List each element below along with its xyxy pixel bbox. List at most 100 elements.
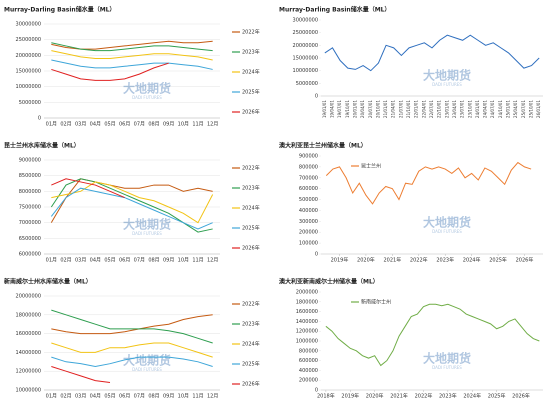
x-tick-label: 11月 <box>192 258 203 264</box>
legend-label: 2023年 <box>242 321 260 328</box>
x-tick-label: 25/04/01 <box>513 100 518 118</box>
x-tick-label: 2025年 <box>489 257 507 264</box>
x-tick-label: 2020年 <box>357 257 375 264</box>
x-tick-label: 02月 <box>60 394 71 400</box>
x-tick-label: 11月 <box>192 122 203 128</box>
x-tick-label: 09月 <box>163 394 174 400</box>
y-tick-label: 600000 <box>299 358 318 364</box>
y-tick-label: 30000000 <box>293 18 318 24</box>
y-tick-label: 0 <box>38 116 41 122</box>
x-tick-label: 26/01/01 <box>536 100 541 118</box>
x-tick-label: 2018年 <box>317 393 335 400</box>
series-line <box>50 178 213 223</box>
y-tick-label: 20000000 <box>16 53 41 59</box>
x-tick-label: 01月 <box>46 394 57 400</box>
y-tick-label: 8500000 <box>19 173 41 179</box>
y-tick-label: 1400000 <box>296 319 318 325</box>
chart-panel: 澳大利亚新南威尔士州储水量（ML） 0 200000 400000 600000 8000… <box>279 278 543 400</box>
series-line <box>51 356 213 368</box>
x-tick-label: 09月 <box>163 122 174 128</box>
y-tick-label: 18000000 <box>16 312 41 318</box>
legend-label: 2022年 <box>242 301 260 308</box>
legend-label: 2025年 <box>242 89 260 96</box>
series-line <box>51 181 214 224</box>
y-tick-label: 14000000 <box>16 350 41 356</box>
chart-panel: 澳大利亚昆士兰州储水量（ML） 0 100000 200000 300000 400000… <box>279 142 543 264</box>
series-line <box>324 34 540 72</box>
x-tick-label: 10月 <box>178 258 189 264</box>
legend-label: 2026年 <box>242 109 260 116</box>
y-tick-label: 500000 <box>299 197 318 203</box>
x-tick-label: 19/01/01 <box>322 100 327 118</box>
x-tick-label: 22/10/01 <box>437 100 442 118</box>
x-tick-label: 02月 <box>60 258 71 264</box>
x-tick-label: 08月 <box>148 258 159 264</box>
x-tick-label: 09月 <box>163 258 174 264</box>
x-tick-label: 06月 <box>119 122 130 128</box>
chart-panel: Murray-Darling Basin储水量（ML） 0 5000000 10000… <box>4 6 260 128</box>
x-tick-label: 01月 <box>46 258 57 264</box>
series-line <box>325 161 532 205</box>
y-tick-label: 2000000 <box>296 290 318 296</box>
x-tick-label: 2021年 <box>390 393 408 400</box>
x-tick-label: 25/01/01 <box>506 100 511 118</box>
x-tick-label: 2025年 <box>488 393 506 400</box>
legend-label: 2026年 <box>242 245 260 252</box>
x-tick-label: 21/01/01 <box>383 100 388 118</box>
chart-title: 澳大利亚昆士兰州储水量（ML） <box>279 142 367 150</box>
x-tick-label: 2026年 <box>516 257 534 264</box>
series-line <box>325 303 540 367</box>
legend-label: 2024年 <box>242 341 260 348</box>
x-tick-label: 23/07/01 <box>460 100 465 118</box>
x-tick-label: 12月 <box>207 122 218 128</box>
x-tick-label: 08月 <box>148 122 159 128</box>
series-line <box>51 309 213 344</box>
x-tick-label: 12月 <box>207 258 218 264</box>
x-tick-label: 10月 <box>178 122 189 128</box>
x-tick-label: 06月 <box>119 394 130 400</box>
x-tick-label: 04月 <box>90 258 101 264</box>
legend-label: 2023年 <box>242 185 260 192</box>
y-tick-label: 0 <box>315 388 318 394</box>
series-line <box>51 366 111 383</box>
chart-title: 昆士兰州水库储水量（ML） <box>4 142 80 150</box>
x-tick-label: 07月 <box>134 394 145 400</box>
legend-label: 昆士兰州 <box>361 163 381 170</box>
x-tick-label: 05月 <box>104 258 115 264</box>
y-tick-label: 400000 <box>299 368 318 374</box>
x-tick-label: 03月 <box>75 122 86 128</box>
x-tick-label: 19/10/01 <box>345 100 350 118</box>
y-tick-label: 6000000 <box>19 252 41 258</box>
y-tick-label: 5000000 <box>19 100 41 106</box>
x-tick-label: 20/01/01 <box>352 100 357 118</box>
legend-label: 新南威尔士州 <box>361 299 391 306</box>
x-tick-label: 10月 <box>178 394 189 400</box>
y-tick-label: 9000000 <box>19 158 41 164</box>
x-tick-label: 21/07/01 <box>398 100 403 118</box>
watermark: 大地期货 <box>123 217 171 232</box>
x-tick-label: 20/07/01 <box>368 100 373 118</box>
watermark: 大地期货 <box>423 68 471 83</box>
legend-label: 2024年 <box>242 205 260 212</box>
y-tick-label: 1000000 <box>296 339 318 345</box>
x-tick-label: 2019年 <box>341 393 359 400</box>
x-tick-label: 01月 <box>46 122 57 128</box>
x-tick-label: 22/04/01 <box>421 100 426 118</box>
x-tick-label: 24/04/01 <box>483 100 488 118</box>
x-tick-label: 03月 <box>75 394 86 400</box>
y-tick-label: 30000000 <box>16 22 41 28</box>
y-tick-label: 800000 <box>299 348 318 354</box>
y-tick-label: 900000 <box>299 154 318 160</box>
x-tick-label: 24/01/01 <box>475 100 480 118</box>
legend-label: 2023年 <box>242 49 260 56</box>
watermark-sub: DADI FUTURES <box>132 95 162 100</box>
x-tick-label: 20/10/01 <box>375 100 380 118</box>
x-tick-label: 23/01/01 <box>444 100 449 118</box>
x-tick-label: 22/01/01 <box>414 100 419 118</box>
x-tick-label: 25/10/01 <box>529 100 534 118</box>
y-tick-label: 0 <box>315 94 318 100</box>
y-tick-label: 10000000 <box>16 388 41 394</box>
y-tick-label: 400000 <box>299 208 318 214</box>
legend-label: 2022年 <box>242 29 260 36</box>
x-tick-label: 2024年 <box>463 393 481 400</box>
